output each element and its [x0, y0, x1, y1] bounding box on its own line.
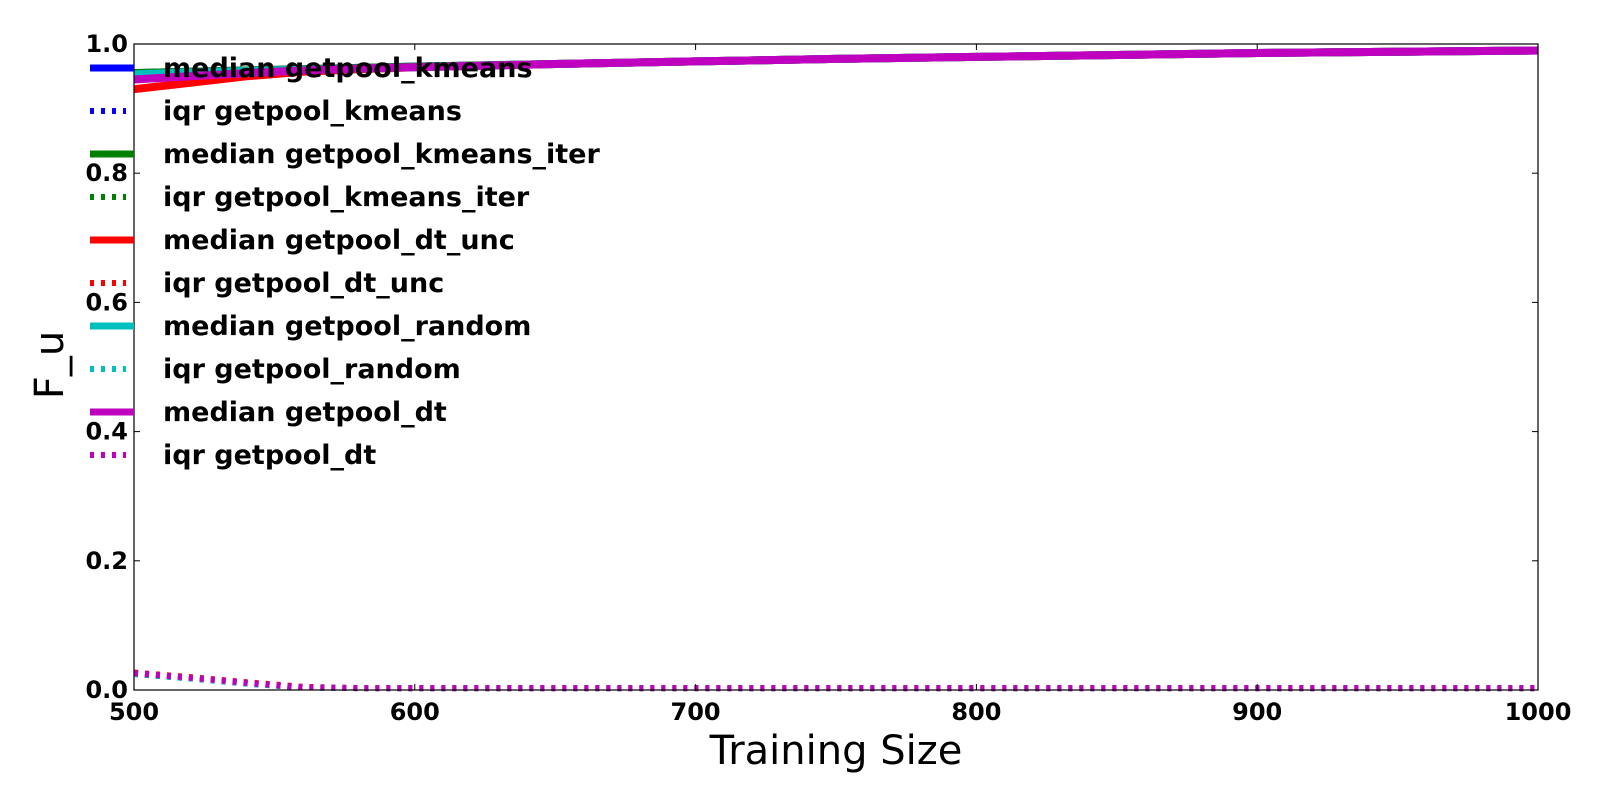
legend-label-2: median getpool_kmeans_iter — [163, 139, 600, 170]
legend-label-6: median getpool_random — [163, 311, 531, 342]
legend-label-3: iqr getpool_kmeans_iter — [163, 182, 530, 213]
ticks-layer: 500 600 700 800 900 1000 0.0 0.2 0.4 0.6 0.8 1.0 — [85, 30, 1571, 726]
legend-label-9: iqr getpool_dt — [163, 440, 376, 471]
series-line-9 — [133, 670, 1538, 692]
x-tick-label-1: 600 — [390, 698, 440, 726]
y-tick-label-4: 0.8 — [85, 159, 128, 187]
plot-frame — [133, 43, 1539, 691]
y-tick-label-2: 0.4 — [85, 418, 128, 446]
series-line-8 — [133, 46, 1539, 84]
x-tick-label-2: 700 — [671, 698, 721, 726]
x-tick-label-3: 800 — [951, 698, 1001, 726]
y-tick-label-5: 1.0 — [85, 30, 128, 58]
x-axis-title: Training Size — [709, 728, 963, 774]
y-tick-label-3: 0.6 — [85, 288, 128, 316]
x-tick-label-5: 1000 — [1505, 698, 1572, 726]
legend-label-5: iqr getpool_dt_unc — [163, 268, 444, 299]
legend-label-7: iqr getpool_random — [163, 354, 461, 385]
legend-label-8: median getpool_dt — [163, 397, 447, 428]
y-tick-label-0: 0.0 — [85, 676, 128, 704]
legend-label-1: iqr getpool_kmeans — [163, 96, 462, 127]
y-axis-title: F_u — [27, 331, 73, 399]
legend-label-0: median getpool_kmeans — [163, 53, 533, 84]
series-layer — [133, 46, 1539, 692]
y-tick-label-1: 0.2 — [85, 547, 128, 575]
x-tick-label-0: 500 — [109, 698, 159, 726]
legend-label-4: median getpool_dt_unc — [163, 225, 515, 256]
x-tick-label-4: 900 — [1232, 698, 1282, 726]
